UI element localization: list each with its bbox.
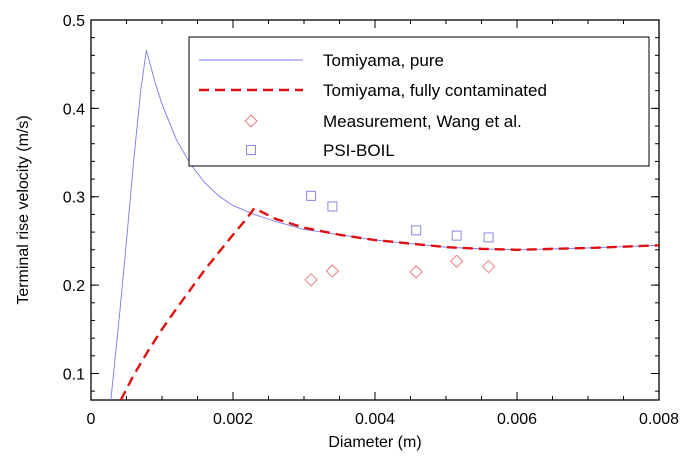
legend-label: Tomiyama, fully contaminated: [323, 81, 547, 100]
legend-entry: Tomiyama, pure: [199, 51, 444, 70]
x-tick-label: 0.004: [355, 411, 395, 428]
y-tick-label: 0.2: [63, 278, 85, 295]
legend-entry: Tomiyama, fully contaminated: [199, 81, 547, 100]
x-tick-label: 0: [87, 411, 96, 428]
data-point: [481, 259, 496, 274]
axis-ticks: [90, 19, 660, 400]
x-tick-label: 0.002: [213, 411, 253, 428]
y-tick-label: 0.1: [63, 366, 85, 383]
data-point: [327, 201, 338, 212]
data-point: [325, 264, 340, 278]
x-tick-labels: 0 0.002 0.004 0.006 0.008: [87, 411, 680, 428]
data-point: [409, 265, 423, 279]
y-tick-label: 0.3: [63, 190, 85, 207]
y-tick-labels: 0.1 0.2 0.3 0.4 0.5: [63, 13, 85, 383]
data-point: [304, 273, 318, 287]
y-axis-title: Terminal rise velocity (m/s): [15, 115, 32, 304]
legend-label: Tomiyama, pure: [323, 51, 444, 70]
data-point: [451, 230, 462, 241]
y-tick-label: 0.4: [63, 101, 85, 118]
legend-marker-swatch: [244, 114, 258, 128]
legend-entry: PSI-BOIL: [246, 141, 395, 160]
y-tick-label: 0.5: [63, 13, 85, 30]
legend-label: Measurement, Wang et al.: [323, 112, 522, 131]
data-point: [306, 190, 317, 201]
legend: Tomiyama, pure Tomiyama, fully contaminat…: [188, 36, 650, 167]
data-point: [449, 254, 464, 268]
legend-box: [188, 36, 650, 167]
legend-label: PSI-BOIL: [323, 141, 395, 160]
data-point: [483, 232, 494, 243]
x-tick-label: 0.006: [497, 411, 537, 428]
legend-entry: Measurement, Wang et al.: [244, 112, 522, 131]
x-tick-label: 0.008: [639, 411, 679, 428]
x-axis-title: Diameter (m): [328, 434, 421, 451]
data-point: [411, 225, 422, 236]
plot-area: [110, 49, 659, 400]
legend-marker-swatch: [246, 145, 256, 155]
series-line-dashed: [119, 206, 659, 400]
